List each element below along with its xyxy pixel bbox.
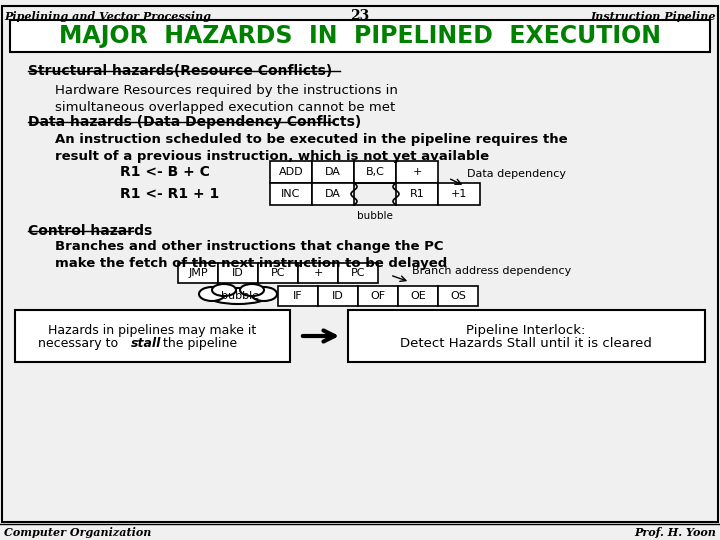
Text: Pipeline Interlock:: Pipeline Interlock:: [467, 324, 585, 337]
Text: Branch address dependency: Branch address dependency: [412, 266, 571, 276]
Ellipse shape: [199, 287, 225, 301]
Text: INC: INC: [282, 189, 301, 199]
Text: JMP: JMP: [188, 268, 208, 278]
Text: R1: R1: [410, 189, 424, 199]
Text: PC: PC: [271, 268, 285, 278]
FancyBboxPatch shape: [312, 161, 354, 183]
FancyBboxPatch shape: [396, 183, 438, 205]
FancyBboxPatch shape: [278, 286, 318, 306]
Text: MAJOR  HAZARDS  IN  PIPELINED  EXECUTION: MAJOR HAZARDS IN PIPELINED EXECUTION: [59, 24, 661, 48]
Text: the pipeline: the pipeline: [159, 337, 237, 350]
FancyBboxPatch shape: [298, 263, 338, 283]
Text: DA: DA: [325, 167, 341, 177]
FancyBboxPatch shape: [318, 286, 358, 306]
Text: +1: +1: [451, 189, 467, 199]
Text: An instruction scheduled to be executed in the pipeline requires the
result of a: An instruction scheduled to be executed …: [55, 133, 567, 163]
Text: Hazards in pipelines may make it: Hazards in pipelines may make it: [48, 324, 256, 337]
Ellipse shape: [212, 284, 236, 296]
Text: bubble: bubble: [357, 211, 393, 221]
Text: R1 <- R1 + 1: R1 <- R1 + 1: [120, 187, 220, 201]
Text: Pipelining and Vector Processing: Pipelining and Vector Processing: [4, 10, 211, 22]
FancyBboxPatch shape: [338, 263, 378, 283]
Text: PC: PC: [351, 268, 365, 278]
Text: R1 <- B + C: R1 <- B + C: [120, 165, 210, 179]
Text: ADD: ADD: [279, 167, 303, 177]
Text: OE: OE: [410, 291, 426, 301]
Text: +: +: [413, 167, 422, 177]
Text: bubble: bubble: [221, 291, 259, 301]
FancyBboxPatch shape: [258, 263, 298, 283]
FancyBboxPatch shape: [348, 310, 705, 362]
Text: stall: stall: [131, 337, 161, 350]
FancyBboxPatch shape: [358, 286, 398, 306]
Ellipse shape: [251, 287, 277, 301]
FancyBboxPatch shape: [398, 286, 438, 306]
Text: ID: ID: [332, 291, 344, 301]
Text: IF: IF: [293, 291, 303, 301]
Text: Structural hazards(Resource Conflicts): Structural hazards(Resource Conflicts): [28, 64, 332, 78]
Text: Branches and other instructions that change the PC
make the fetch of the next in: Branches and other instructions that cha…: [55, 240, 447, 270]
FancyBboxPatch shape: [354, 161, 396, 183]
FancyBboxPatch shape: [438, 286, 478, 306]
Text: 23: 23: [351, 9, 369, 23]
Text: Computer Organization: Computer Organization: [4, 526, 151, 537]
Text: OS: OS: [450, 291, 466, 301]
FancyBboxPatch shape: [438, 183, 480, 205]
Text: Control hazards: Control hazards: [28, 224, 152, 238]
Text: B,C: B,C: [366, 167, 384, 177]
Text: Detect Hazards Stall until it is cleared: Detect Hazards Stall until it is cleared: [400, 337, 652, 350]
Text: +: +: [313, 268, 323, 278]
FancyBboxPatch shape: [10, 20, 710, 52]
FancyBboxPatch shape: [178, 263, 218, 283]
Text: DA: DA: [325, 189, 341, 199]
Ellipse shape: [208, 288, 268, 304]
FancyBboxPatch shape: [312, 183, 354, 205]
Text: Hardware Resources required by the instructions in
simultaneous overlapped execu: Hardware Resources required by the instr…: [55, 84, 398, 114]
FancyBboxPatch shape: [270, 183, 312, 205]
Text: Prof. H. Yoon: Prof. H. Yoon: [634, 526, 716, 537]
Text: Data hazards (Data Dependency Conflicts): Data hazards (Data Dependency Conflicts): [28, 115, 361, 129]
Text: ID: ID: [232, 268, 244, 278]
FancyBboxPatch shape: [396, 161, 438, 183]
FancyBboxPatch shape: [270, 161, 312, 183]
Text: OF: OF: [370, 291, 386, 301]
Ellipse shape: [240, 284, 264, 296]
FancyBboxPatch shape: [15, 310, 290, 362]
FancyBboxPatch shape: [218, 263, 258, 283]
Text: Instruction Pipeline: Instruction Pipeline: [590, 10, 716, 22]
Text: Data dependency: Data dependency: [467, 169, 566, 179]
Text: necessary to: necessary to: [38, 337, 122, 350]
